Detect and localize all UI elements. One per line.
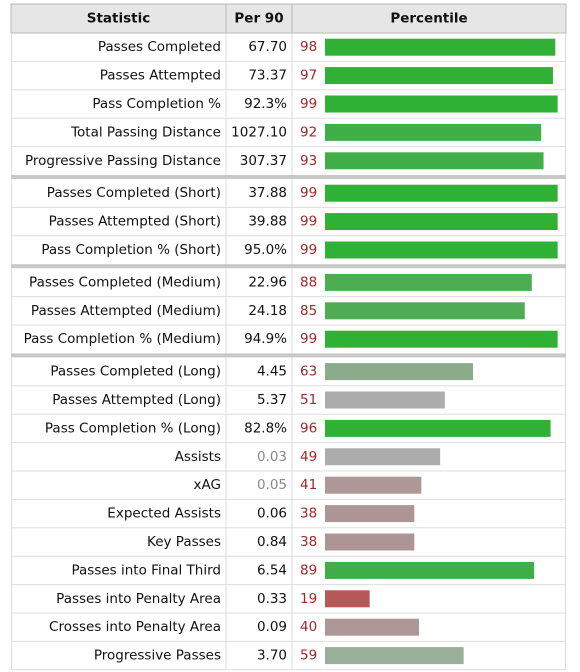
stat-label: Progressive Passes <box>94 648 221 664</box>
percentile-label: 89 <box>300 562 317 578</box>
percentile-bar <box>325 330 558 348</box>
per90-value: 39.88 <box>248 214 287 230</box>
percentile-label: 99 <box>300 242 317 258</box>
percentile-bar <box>325 152 544 170</box>
stat-label: Assists <box>175 449 221 465</box>
per90-value: 6.54 <box>257 562 287 578</box>
percentile-bar <box>325 363 474 381</box>
percentile-bar <box>325 618 419 636</box>
percentile-bar <box>325 67 553 85</box>
percentile-bar <box>325 419 551 437</box>
percentile-label: 98 <box>300 39 317 55</box>
per90-value: 5.37 <box>257 392 287 408</box>
stat-label: Passes Completed (Short) <box>47 185 221 201</box>
per90-value: 24.18 <box>248 303 287 319</box>
stat-label: Pass Completion % <box>92 96 221 112</box>
percentile-bar <box>325 647 464 665</box>
group-separator <box>11 353 566 358</box>
stat-label: Passes into Penalty Area <box>56 591 221 607</box>
per90-value: 67.70 <box>248 39 287 55</box>
percentile-bar <box>325 391 445 409</box>
percentile-label: 99 <box>300 331 317 347</box>
stat-label: xAG <box>194 477 221 493</box>
percentile-label: 38 <box>300 506 317 522</box>
percentile-label: 99 <box>300 185 317 201</box>
stat-label: Pass Completion % (Long) <box>45 420 221 436</box>
per90-value: 0.03 <box>257 449 287 465</box>
percentile-label: 38 <box>300 534 317 550</box>
stat-label: Pass Completion % (Medium) <box>24 331 221 347</box>
stat-label: Progressive Passing Distance <box>25 153 221 169</box>
percentile-label: 93 <box>300 153 317 169</box>
percentile-label: 51 <box>300 392 317 408</box>
header-statistic: Statistic <box>87 11 151 27</box>
per90-value: 0.05 <box>257 477 287 493</box>
per90-value: 82.8% <box>244 420 287 436</box>
stat-label: Key Passes <box>147 534 221 550</box>
percentile-bar <box>325 561 535 579</box>
percentile-bar <box>325 95 558 113</box>
per90-value: 94.9% <box>244 331 287 347</box>
percentile-label: 41 <box>300 477 317 493</box>
group-separator <box>11 175 566 179</box>
percentile-label: 96 <box>300 420 317 436</box>
per90-value: 37.88 <box>248 185 287 201</box>
percentile-bar <box>325 38 556 56</box>
stat-label: Total Passing Distance <box>70 124 221 140</box>
stat-label: Passes Completed (Long) <box>50 364 221 380</box>
percentile-bar <box>325 590 370 608</box>
percentile-label: 88 <box>300 274 317 290</box>
percentile-bar <box>325 302 525 320</box>
percentile-bar <box>325 273 532 291</box>
stat-label: Passes Attempted (Short) <box>49 214 221 230</box>
percentile-bar <box>325 213 558 231</box>
per90-value: 92.3% <box>244 96 287 112</box>
per90-value: 0.09 <box>257 619 287 635</box>
percentile-label: 19 <box>300 591 317 607</box>
stat-label: Passes Completed (Medium) <box>29 274 221 290</box>
percentile-bar <box>325 241 558 259</box>
percentile-bar <box>325 533 415 551</box>
percentile-label: 49 <box>300 449 317 465</box>
percentile-label: 99 <box>300 214 317 230</box>
header-per90: Per 90 <box>234 11 283 27</box>
stat-label: Passes Attempted <box>100 68 221 84</box>
percentile-label: 92 <box>300 124 317 140</box>
per90-value: 73.37 <box>248 68 287 84</box>
per90-value: 0.33 <box>257 591 287 607</box>
header-percentile: Percentile <box>390 11 467 27</box>
percentile-label: 40 <box>300 619 317 635</box>
per90-value: 95.0% <box>244 242 287 258</box>
group-separator <box>11 264 566 269</box>
per90-value: 307.37 <box>240 153 287 169</box>
per90-value: 1027.10 <box>231 124 287 140</box>
percentile-label: 59 <box>300 648 317 664</box>
stat-label: Pass Completion % (Short) <box>41 242 221 258</box>
percentile-bar <box>325 476 422 494</box>
percentile-label: 97 <box>300 68 317 84</box>
percentile-bar <box>325 123 542 141</box>
per90-value: 0.84 <box>257 534 287 550</box>
percentile-bar <box>325 184 558 202</box>
stat-label: Crosses into Penalty Area <box>49 619 221 635</box>
per90-value: 4.45 <box>257 364 287 380</box>
percentile-label: 99 <box>300 96 317 112</box>
per90-value: 3.70 <box>257 648 287 664</box>
stat-label: Passes Attempted (Long) <box>52 392 221 408</box>
percentile-label: 63 <box>300 364 317 380</box>
stat-label: Passes Attempted (Medium) <box>31 303 221 319</box>
per90-value: 0.06 <box>257 506 287 522</box>
percentile-label: 85 <box>300 303 317 319</box>
percentile-bar <box>325 448 441 466</box>
stat-label: Passes Completed <box>98 39 221 55</box>
per90-value: 22.96 <box>248 274 287 290</box>
stat-label: Expected Assists <box>107 506 221 522</box>
percentile-bar <box>325 505 415 523</box>
header-row <box>10 3 567 34</box>
stat-label: Passes into Final Third <box>72 562 222 578</box>
